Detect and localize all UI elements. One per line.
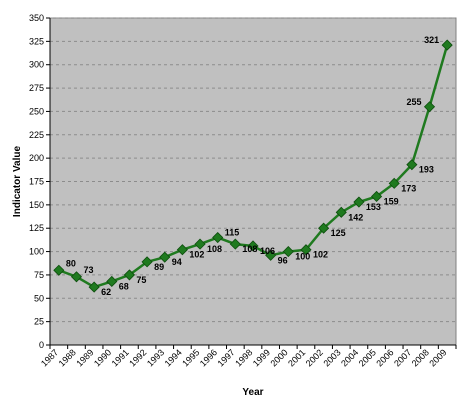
data-point-marker — [335, 206, 347, 218]
series-markers — [53, 39, 453, 293]
data-label: 62 — [101, 287, 111, 297]
data-label: 115 — [225, 228, 240, 238]
data-point-marker — [423, 101, 436, 113]
y-tick-label: 325 — [29, 36, 44, 46]
data-label: 125 — [331, 228, 346, 238]
data-point-marker — [106, 275, 118, 288]
data-label: 255 — [406, 97, 421, 107]
data-point-marker — [247, 240, 259, 252]
y-tick-label: 50 — [34, 293, 44, 303]
data-point-marker — [282, 246, 294, 258]
data-point-marker — [265, 249, 277, 261]
x-axis-title: Year — [242, 387, 263, 398]
data-point-marker — [370, 190, 383, 203]
y-tick-label: 225 — [29, 130, 44, 140]
data-label: 96 — [278, 255, 288, 265]
data-label: 80 — [66, 258, 76, 268]
data-point-marker — [159, 251, 171, 263]
y-tick-label: 125 — [29, 223, 44, 233]
y-tick-label: 275 — [29, 83, 44, 93]
axes — [46, 17, 457, 349]
data-point-marker — [141, 256, 153, 268]
y-axis-title: Indicator Value — [12, 145, 23, 217]
data-label: 73 — [83, 265, 93, 275]
data-point-marker — [88, 281, 100, 293]
data-point-marker — [194, 238, 206, 250]
data-point-marker — [53, 264, 65, 276]
data-label: 108 — [242, 244, 257, 254]
y-tick-label: 0 — [39, 340, 44, 350]
y-tick-label: 350 — [29, 13, 44, 23]
data-point-marker — [123, 269, 136, 281]
data-label: 89 — [154, 262, 164, 272]
y-tick-labels: 0 25 50 75 100 125 150 175 200 225 250 275 300 325 350 — [29, 13, 44, 350]
data-label: 100 — [295, 252, 310, 262]
data-label: 68 — [119, 281, 129, 291]
data-label: 106 — [260, 246, 275, 256]
data-label: 102 — [189, 250, 204, 260]
y-tick-label: 200 — [29, 153, 44, 163]
gridlines — [50, 17, 456, 323]
data-point-marker — [212, 231, 224, 244]
data-label: 102 — [313, 250, 328, 260]
data-point-marker — [441, 39, 453, 51]
data-point-marker — [406, 159, 418, 171]
data-point-marker — [388, 177, 400, 189]
data-label: 153 — [366, 202, 381, 212]
data-label: 321 — [424, 35, 439, 45]
y-tick-label: 175 — [29, 177, 44, 187]
data-label: 75 — [136, 275, 146, 285]
data-point-marker — [353, 196, 365, 208]
data-label: 159 — [384, 196, 399, 206]
y-tick-label: 250 — [29, 106, 44, 116]
data-label: 142 — [348, 212, 363, 222]
data-label: 193 — [419, 165, 434, 175]
data-point-marker — [229, 238, 241, 250]
y-tick-label: 25 — [34, 317, 44, 327]
data-point-marker — [70, 271, 83, 283]
data-point-marker — [318, 222, 330, 234]
data-label: 94 — [172, 257, 182, 267]
y-tick-label: 100 — [29, 247, 44, 257]
data-label: 108 — [207, 244, 222, 254]
y-tick-label: 300 — [29, 60, 44, 70]
data-label: 173 — [401, 183, 416, 193]
data-point-marker — [300, 244, 312, 256]
y-tick-label: 150 — [29, 200, 44, 210]
data-point-marker — [176, 244, 188, 256]
y-tick-label: 75 — [34, 270, 44, 280]
